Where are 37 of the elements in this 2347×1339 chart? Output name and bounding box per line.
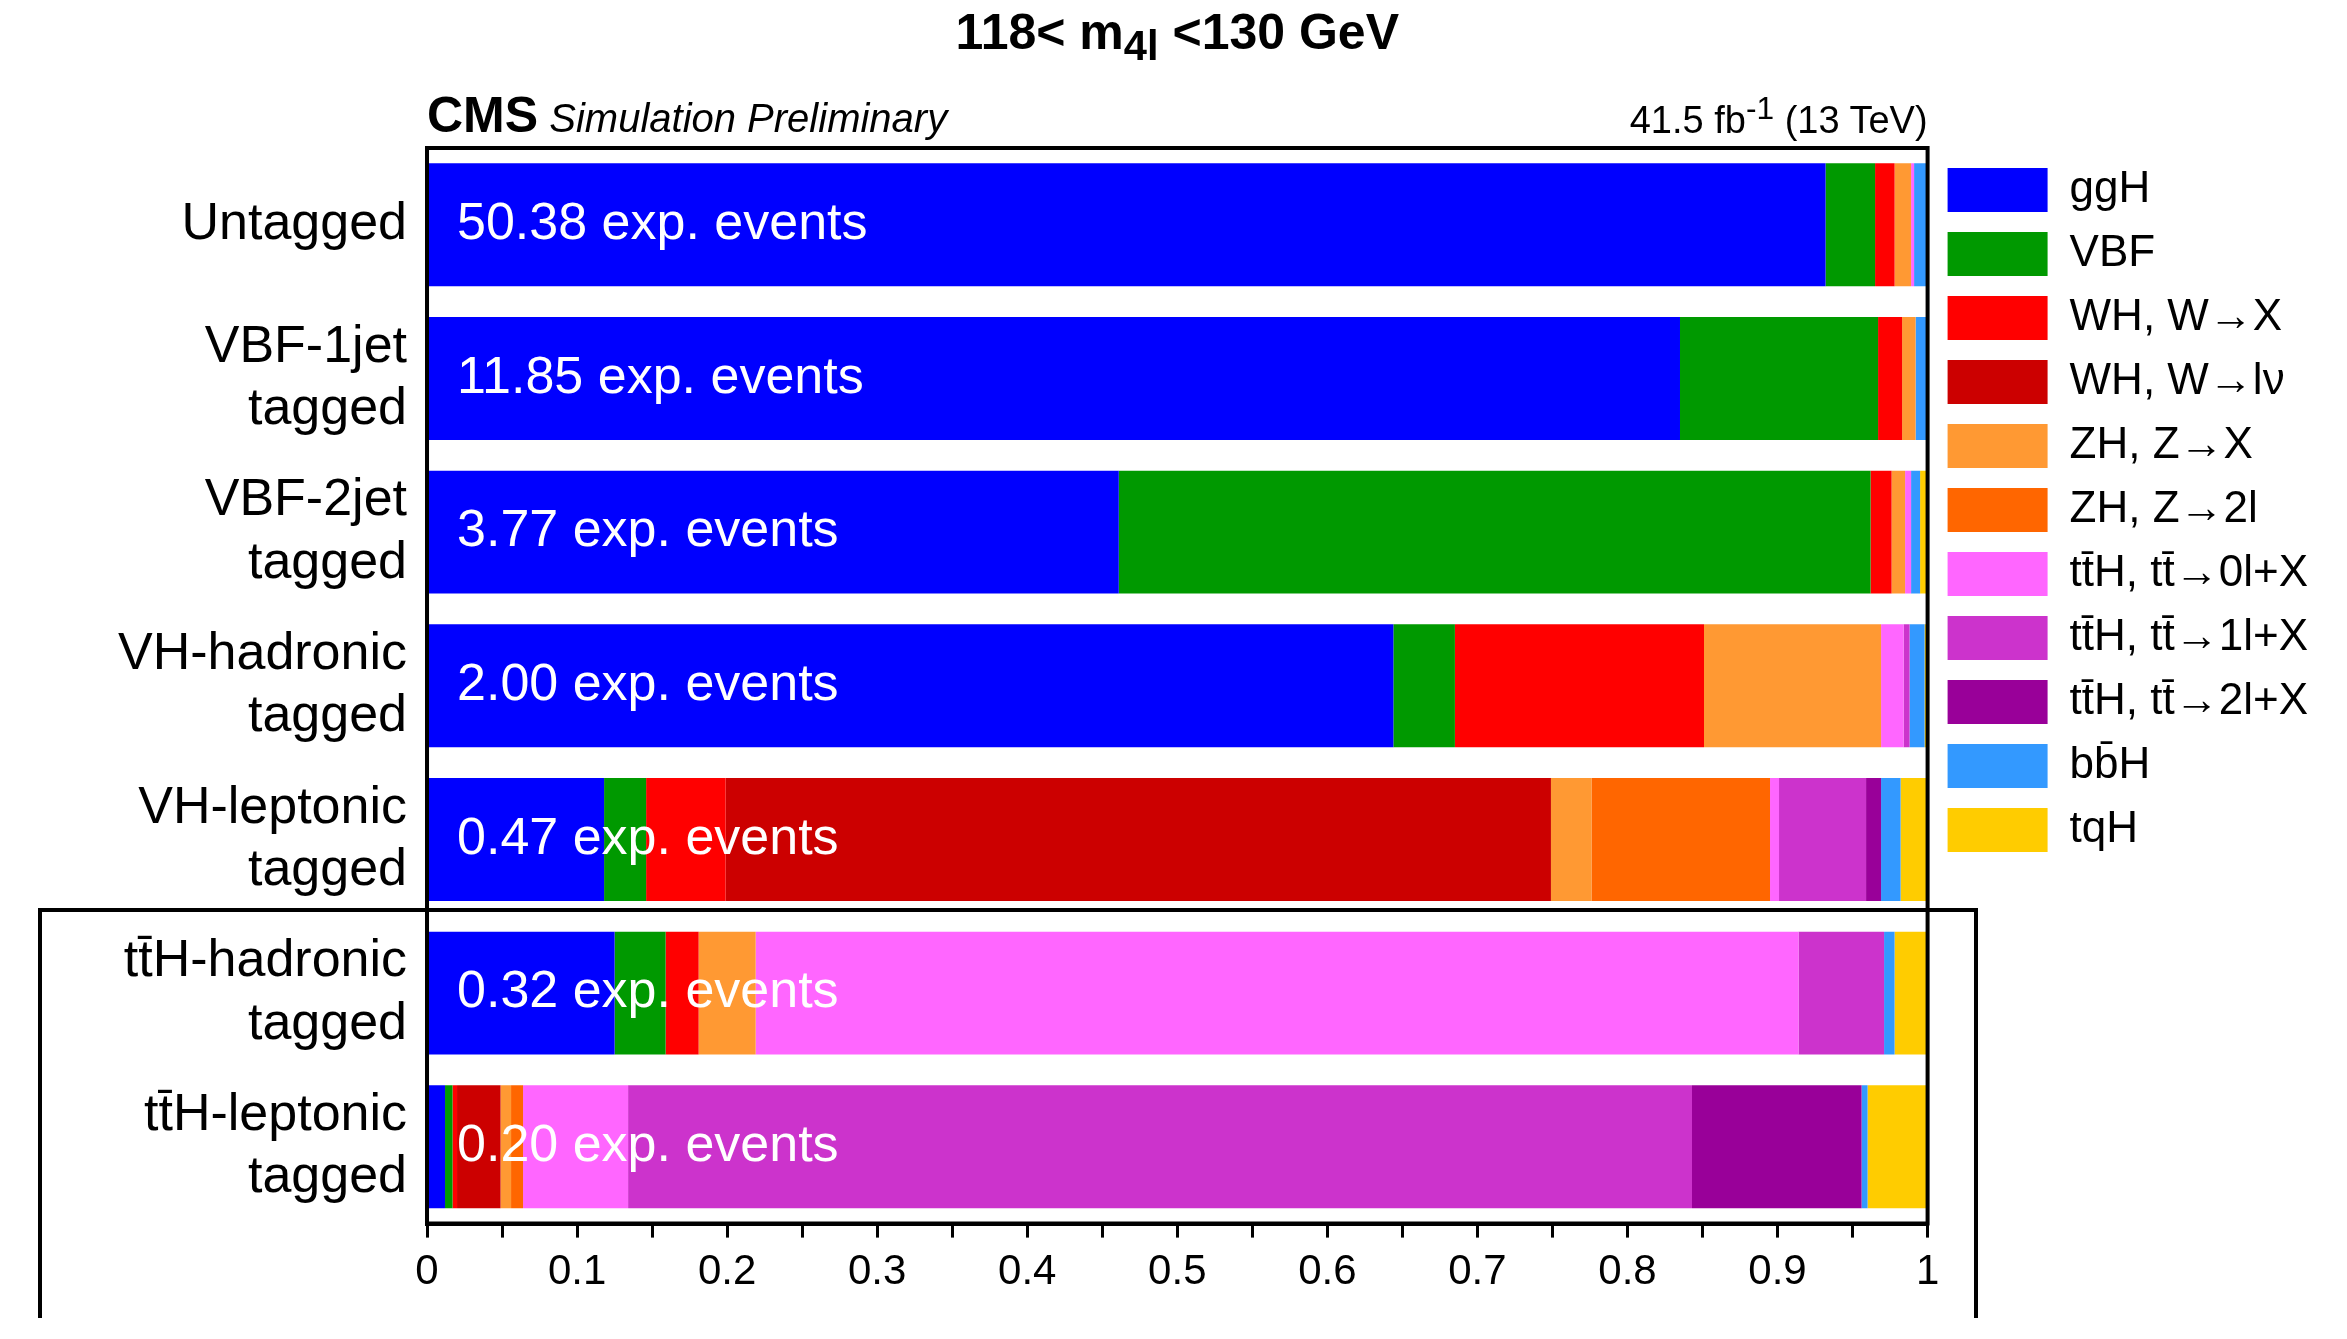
legend-label: tt̄H, tt̄→0l+X	[2069, 546, 2309, 596]
legend-label: tt̄H, tt̄→2l+X	[2069, 674, 2309, 724]
y-tick-label: tt̄H-leptonic tagged	[144, 1082, 408, 1204]
legend-label: tqH	[2069, 802, 2139, 852]
chart-subtitle: CMS Simulation Preliminary	[427, 87, 948, 143]
text: 0.47 exp. events	[457, 806, 839, 865]
x-tick-label: 0	[415, 1246, 439, 1294]
text: 41.5 fb$^{-1}$ (13 TeV)	[1629, 90, 1928, 142]
legend-label: bb̄H	[2069, 738, 2151, 788]
x-tick-label: 0.8	[1598, 1246, 1657, 1294]
y-tick-label: VH-hadronic tagged	[117, 621, 408, 743]
text: 11.85 exp. events	[457, 345, 864, 404]
legend-label: VBF	[2069, 226, 2156, 276]
x-tick-label: 0.7	[1448, 1246, 1507, 1294]
legend-label: ggH	[2069, 162, 2151, 212]
legend-label: tt̄H, tt̄→1l+X	[2069, 610, 2309, 660]
x-tick-label: 0.5	[1148, 1246, 1207, 1294]
x-tick-label: 0.9	[1748, 1246, 1807, 1294]
x-tick-label: 0.4	[998, 1246, 1057, 1294]
text: 50.38 exp. events	[457, 192, 868, 251]
legend-label: ZH, Z→X	[2069, 418, 2253, 468]
y-tick-label: VBF-1jet tagged	[204, 314, 408, 436]
legend-label: WH, W→X	[2069, 290, 2283, 340]
x-tick-label: 0.3	[848, 1246, 907, 1294]
y-tick-label: Untagged	[181, 192, 408, 251]
y-tick-label: VH-leptonic tagged	[138, 775, 408, 896]
x-tick-label: 0.2	[697, 1246, 757, 1294]
text: 3.77 exp. events	[457, 499, 839, 558]
x-tick-label: 0.6	[1298, 1246, 1357, 1294]
y-tick-label: VBF-2jet tagged	[204, 468, 408, 589]
y-tick-label: tt̄H-hadronic tagged	[123, 929, 408, 1050]
x-tick-label: 0.1	[547, 1246, 607, 1294]
legend-label: WH, W→lν	[2069, 354, 2285, 404]
x-tick-label: 1	[1915, 1246, 1940, 1294]
chart-title: 118< m$_{4l}$ <130 GeV	[954, 3, 1400, 70]
text: 2.00 exp. events	[457, 653, 839, 712]
legend-label: ZH, Z→2l	[2069, 482, 2258, 532]
